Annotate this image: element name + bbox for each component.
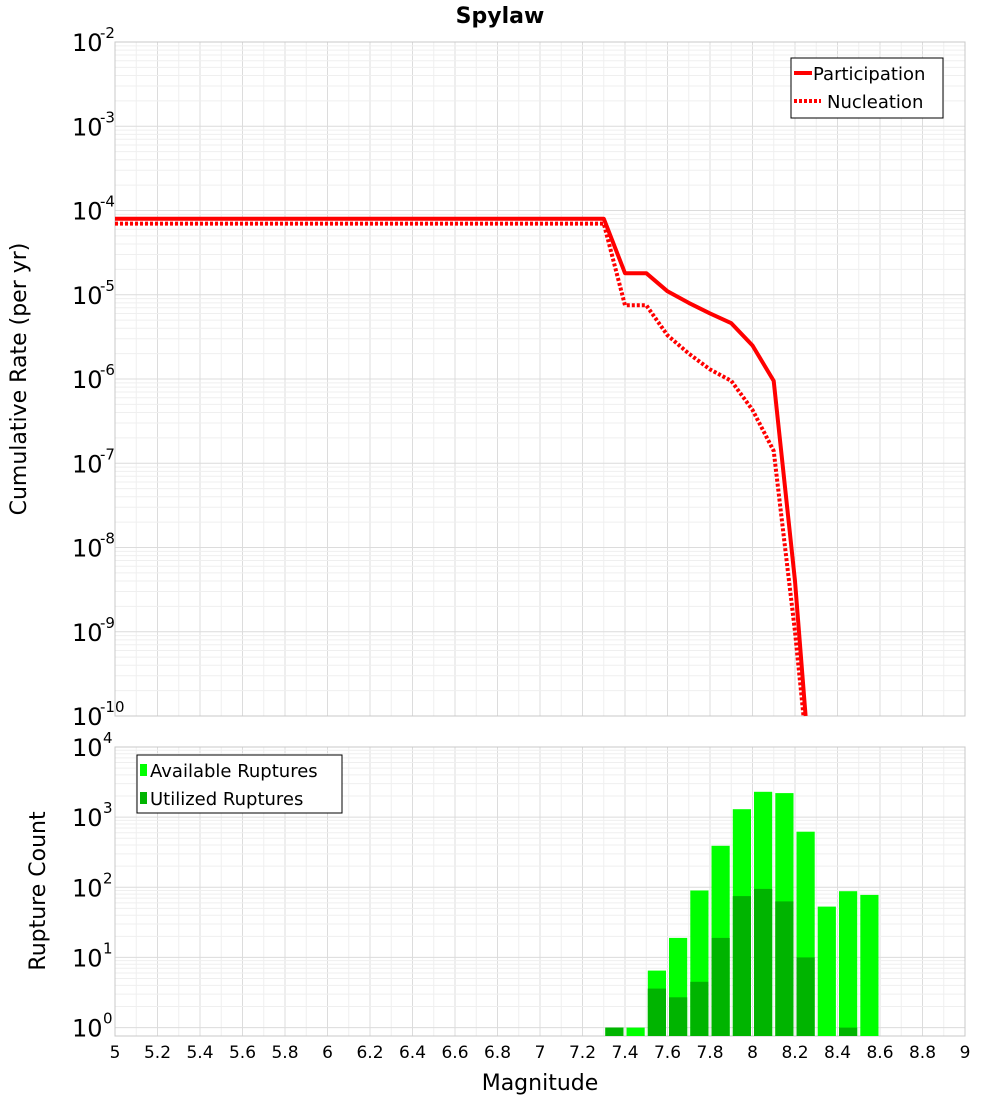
y-tick-label: 10 [72, 944, 103, 972]
legend-participation-label: Participation [813, 64, 925, 85]
legend-available-swatch [140, 764, 147, 776]
y-tick-exponent: -6 [100, 361, 115, 379]
x-tick-label: 8.2 [781, 1043, 808, 1063]
x-tick-label: 5.2 [144, 1043, 171, 1063]
x-tick-label: 8 [747, 1043, 758, 1063]
bottom-plot-bars [605, 791, 879, 1036]
top-y-axis-label: Cumulative Rate (per yr) [7, 243, 32, 516]
x-tick-label: 5 [110, 1043, 121, 1063]
y-tick-exponent: -8 [100, 530, 115, 548]
y-tick-label: 10 [72, 619, 103, 647]
top-plot-series [115, 216, 808, 717]
bar-utilized [839, 1027, 858, 1036]
y-tick-exponent: -5 [100, 277, 115, 295]
x-tick-label: 8.4 [824, 1043, 851, 1063]
y-tick-label: 10 [72, 535, 103, 563]
bar-available [839, 891, 858, 1036]
x-tick-label: 5.8 [271, 1043, 298, 1063]
x-tick-label: 7.2 [569, 1043, 596, 1063]
x-tick-labels: 5 5.2 5.4 5.6 5.8 6 6.2 6.4 6.6 6.8 7 7.2 7.4 7.6 7.8 8… [110, 1043, 971, 1063]
y-tick-exponent: -4 [100, 193, 115, 211]
x-tick-label: 6.8 [484, 1043, 511, 1063]
x-tick-label: 5.6 [229, 1043, 256, 1063]
y-tick-label: 10 [72, 450, 103, 478]
bar-utilized [754, 888, 773, 1036]
legend-available-label: Available Ruptures [150, 761, 318, 782]
x-tick-label: 7.8 [696, 1043, 723, 1063]
y-tick-exponent: 2 [103, 869, 113, 887]
bar-available [860, 894, 879, 1036]
x-tick-label: 8.8 [909, 1043, 936, 1063]
x-tick-label: 7.4 [611, 1043, 638, 1063]
y-tick-label: 10 [72, 804, 103, 832]
legend-utilized-label: Utilized Ruptures [150, 789, 303, 810]
bar-utilized [669, 997, 688, 1036]
x-tick-label: 7.6 [654, 1043, 681, 1063]
series-line-participation [115, 216, 808, 717]
legend-utilized-swatch [140, 792, 147, 804]
y-tick-exponent: 3 [103, 799, 113, 817]
bar-available [626, 1027, 645, 1036]
bar-utilized [605, 1027, 624, 1036]
legend-nucleation-label: Nucleation [827, 92, 923, 113]
bottom-legend: Available Ruptures Utilized Ruptures [136, 754, 343, 814]
y-tick-exponent: -9 [100, 614, 115, 632]
y-tick-label: 10 [72, 113, 103, 141]
y-tick-exponent: -2 [100, 24, 115, 42]
top-legend-box [790, 57, 944, 119]
bar-available [817, 906, 836, 1036]
bottom-y-axis-label: Rupture Count [26, 811, 51, 971]
bar-utilized [775, 901, 794, 1036]
x-tick-label: 5.4 [186, 1043, 213, 1063]
bar-utilized [711, 937, 730, 1036]
x-axis-label: Magnitude [482, 1071, 599, 1096]
y-tick-label: 10 [72, 734, 103, 762]
x-tick-label: 6.6 [441, 1043, 468, 1063]
series-line-nucleation [115, 221, 806, 717]
top-legend: Participation Nucleation [790, 57, 944, 119]
x-tick-label: 6.4 [399, 1043, 426, 1063]
y-tick-exponent: 1 [103, 939, 113, 957]
bottom-legend-box [136, 754, 343, 814]
y-tick-exponent: -10 [100, 698, 125, 716]
bar-utilized [647, 988, 666, 1036]
y-tick-exponent: 0 [103, 1010, 113, 1028]
top-plot-frame [114, 41, 966, 717]
x-tick-label: 8.6 [866, 1043, 893, 1063]
bottom-plot-frame [114, 746, 966, 1037]
y-tick-label: 10 [72, 1015, 103, 1043]
y-tick-exponent: -3 [100, 108, 115, 126]
y-tick-exponent: -7 [100, 445, 115, 463]
x-tick-label: 7 [535, 1043, 546, 1063]
y-tick-label: 10 [72, 874, 103, 902]
y-tick-exponent: 4 [103, 729, 113, 747]
y-tick-label: 10 [72, 366, 103, 394]
x-tick-label: 9 [960, 1043, 971, 1063]
top-plot-grid [114, 42, 966, 717]
bar-utilized [732, 896, 751, 1036]
x-tick-label: 6.2 [356, 1043, 383, 1063]
bar-utilized [690, 981, 709, 1036]
x-tick-label: 6 [322, 1043, 333, 1063]
y-tick-label: 10 [72, 198, 103, 226]
y-tick-label: 10 [72, 29, 103, 57]
bar-utilized [796, 957, 815, 1036]
y-tick-label: 10 [72, 282, 103, 310]
chart-title: Spylaw [456, 4, 545, 29]
y-tick-label: 10 [72, 703, 103, 731]
